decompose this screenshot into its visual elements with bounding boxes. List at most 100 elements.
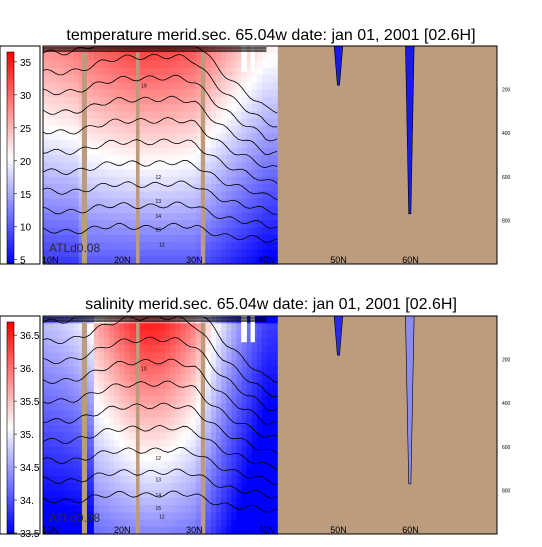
field-cell xyxy=(114,497,120,506)
field-cell xyxy=(231,198,238,207)
field-cell xyxy=(246,198,253,207)
colorbar-tick-label: 34.5 xyxy=(20,463,40,474)
field-cell xyxy=(155,352,161,361)
field-cell xyxy=(73,352,80,361)
field-cell xyxy=(267,53,273,62)
field-cell xyxy=(129,425,136,433)
field-cell xyxy=(63,388,70,397)
field-cell xyxy=(109,111,115,120)
land-strip xyxy=(81,322,87,534)
field-cell xyxy=(43,439,49,448)
field-cell xyxy=(195,512,202,521)
field-cell xyxy=(221,432,227,441)
field-cell xyxy=(175,234,182,243)
field-cell xyxy=(73,75,80,83)
field-cell xyxy=(175,89,182,98)
field-cell xyxy=(180,96,187,105)
field-cell xyxy=(78,147,85,156)
field-cell xyxy=(155,432,161,441)
field-cell xyxy=(48,475,54,484)
field-cell xyxy=(78,439,85,448)
colorbar-step xyxy=(7,206,14,211)
field-cell xyxy=(104,330,110,339)
field-cell xyxy=(251,205,258,214)
field-cell xyxy=(180,147,187,156)
field-cell xyxy=(48,381,54,390)
colorbar-step xyxy=(7,416,14,421)
field-cell xyxy=(149,454,156,462)
field-cell xyxy=(63,242,70,251)
field-cell xyxy=(68,140,75,149)
field-cell xyxy=(68,147,75,156)
field-cell xyxy=(144,417,151,426)
field-cell xyxy=(88,213,95,221)
contour-label: 13 xyxy=(156,478,162,484)
field-cell xyxy=(129,82,136,91)
field-cell xyxy=(170,323,176,332)
field-cell xyxy=(211,220,217,229)
field-cell xyxy=(180,227,187,236)
field-cell xyxy=(267,483,273,491)
field-cell xyxy=(190,454,197,462)
field-cell xyxy=(93,104,100,112)
field-cell xyxy=(211,417,217,426)
field-cell xyxy=(231,366,238,375)
field-cell xyxy=(251,147,258,156)
field-cell xyxy=(231,46,238,54)
field-cell xyxy=(149,147,156,156)
field-cell xyxy=(63,162,70,171)
field-cell xyxy=(53,234,59,243)
field-cell xyxy=(236,184,243,192)
contour-line xyxy=(42,490,278,513)
colorbar-step xyxy=(7,388,14,393)
field-cell xyxy=(139,75,146,83)
field-cell xyxy=(99,176,105,185)
field-cell xyxy=(205,234,212,243)
field-cell xyxy=(93,352,100,361)
field-cell xyxy=(180,352,187,361)
field-cell xyxy=(221,395,227,404)
field-cell xyxy=(139,140,146,149)
field-cell xyxy=(160,147,166,156)
field-cell xyxy=(155,242,161,251)
field-cell xyxy=(195,468,202,477)
field-cell xyxy=(129,483,136,491)
field-cell xyxy=(267,497,273,506)
field-cell xyxy=(170,526,176,535)
field-cell xyxy=(195,352,202,361)
field-cell xyxy=(99,323,105,332)
field-cell xyxy=(246,454,253,462)
colorbar-frame xyxy=(0,315,41,535)
colorbar-step xyxy=(7,452,14,457)
contour-line xyxy=(42,446,278,485)
field-cell xyxy=(93,526,100,535)
field-cell xyxy=(119,425,126,433)
field-cell xyxy=(48,490,54,499)
field-cell xyxy=(93,366,100,375)
field-cell xyxy=(236,249,243,258)
field-cell xyxy=(149,432,156,441)
field-cell xyxy=(190,446,197,455)
field-cell xyxy=(104,53,110,62)
field-cell xyxy=(180,483,187,491)
field-cell xyxy=(124,337,131,346)
colorbar-step xyxy=(7,402,14,407)
colorbar-step xyxy=(7,146,14,151)
field-cell xyxy=(246,468,253,477)
field-cell xyxy=(231,191,238,200)
field-cell xyxy=(99,53,105,62)
field-cell xyxy=(272,234,278,243)
field-cell xyxy=(256,176,263,185)
field-cell xyxy=(104,242,110,251)
field-cell xyxy=(211,256,217,265)
field-cell xyxy=(139,184,146,192)
field-cell xyxy=(149,67,156,76)
field-cell xyxy=(129,468,136,477)
field-cell xyxy=(221,403,227,412)
field-cell xyxy=(139,53,146,62)
colorbar-step xyxy=(7,371,14,376)
colorbar-tick-label: 35 xyxy=(20,58,32,69)
field-cell xyxy=(99,439,105,448)
field-cell xyxy=(88,191,95,200)
field-cell xyxy=(58,256,64,265)
